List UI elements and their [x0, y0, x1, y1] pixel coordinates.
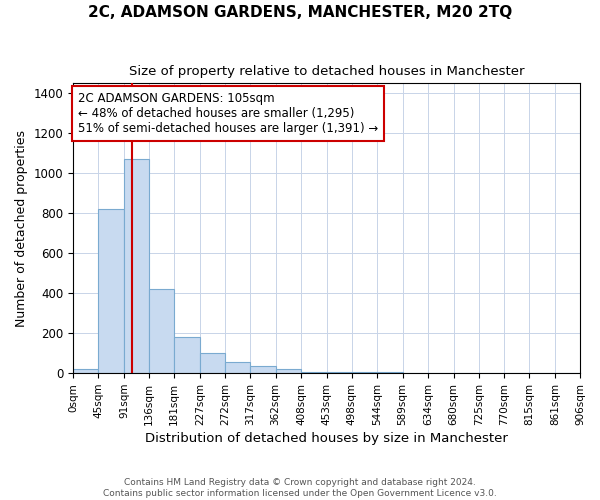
- Bar: [98, 210, 124, 373]
- Bar: [275, 369, 301, 373]
- Bar: [149, 289, 175, 373]
- Bar: [225, 362, 250, 373]
- Bar: [326, 372, 352, 373]
- X-axis label: Distribution of detached houses by size in Manchester: Distribution of detached houses by size …: [145, 432, 508, 445]
- Text: 2C, ADAMSON GARDENS, MANCHESTER, M20 2TQ: 2C, ADAMSON GARDENS, MANCHESTER, M20 2TQ: [88, 5, 512, 20]
- Title: Size of property relative to detached houses in Manchester: Size of property relative to detached ho…: [129, 65, 524, 78]
- Text: 2C ADAMSON GARDENS: 105sqm
← 48% of detached houses are smaller (1,295)
51% of s: 2C ADAMSON GARDENS: 105sqm ← 48% of deta…: [78, 92, 379, 135]
- Bar: [175, 337, 200, 373]
- Bar: [250, 366, 275, 373]
- Bar: [124, 160, 149, 373]
- Bar: [200, 353, 225, 373]
- Bar: [301, 372, 326, 373]
- Text: Contains HM Land Registry data © Crown copyright and database right 2024.
Contai: Contains HM Land Registry data © Crown c…: [103, 478, 497, 498]
- Y-axis label: Number of detached properties: Number of detached properties: [15, 130, 28, 327]
- Bar: [73, 369, 98, 373]
- Bar: [352, 372, 377, 373]
- Bar: [377, 372, 403, 373]
